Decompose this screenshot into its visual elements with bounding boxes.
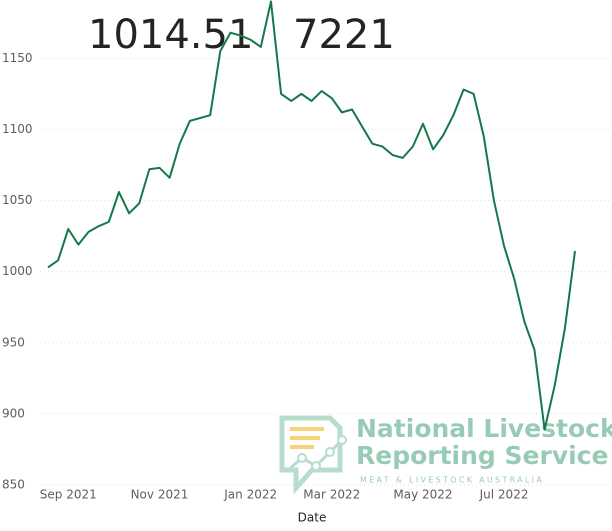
watermark-title: National Livestock xyxy=(356,414,612,443)
watermark: National Livestock Reporting Service MEA… xyxy=(279,414,612,495)
y-tick-label: 1150 xyxy=(2,51,33,65)
logo-dot xyxy=(311,461,321,471)
logo-bar xyxy=(290,445,314,449)
logo-frame xyxy=(279,415,343,495)
x-tick-label: May 2022 xyxy=(393,488,452,502)
x-tick-label: Jul 2022 xyxy=(479,488,529,502)
y-tick-label: 950 xyxy=(2,335,25,349)
x-tick-label: Sep 2021 xyxy=(40,488,97,502)
logo-bar xyxy=(290,436,320,440)
line xyxy=(47,0,576,431)
y-tick-label: 850 xyxy=(2,478,25,492)
x-tick-label: Mar 2022 xyxy=(303,488,360,502)
watermark-subtitle: MEAT & LIVESTOCK AUSTRALIA xyxy=(360,476,544,485)
card-value: 1014.51 xyxy=(88,12,253,58)
watermark-title: Reporting Service xyxy=(356,441,608,470)
x-tick-label: Jan 2022 xyxy=(223,488,277,502)
logo-bar xyxy=(290,427,324,431)
x-axis-title: Date xyxy=(298,511,327,525)
y-tick-label: 1000 xyxy=(2,264,33,278)
card-value: 7221 xyxy=(293,12,395,58)
logo-dot xyxy=(325,447,335,457)
logo-dot xyxy=(297,453,307,463)
y-tick-label: 1050 xyxy=(2,193,33,207)
y-tick-label: 900 xyxy=(2,406,25,420)
x-tick-label: Nov 2021 xyxy=(131,488,189,502)
y-tick-label: 1100 xyxy=(2,122,33,136)
logo-dot xyxy=(337,435,347,445)
